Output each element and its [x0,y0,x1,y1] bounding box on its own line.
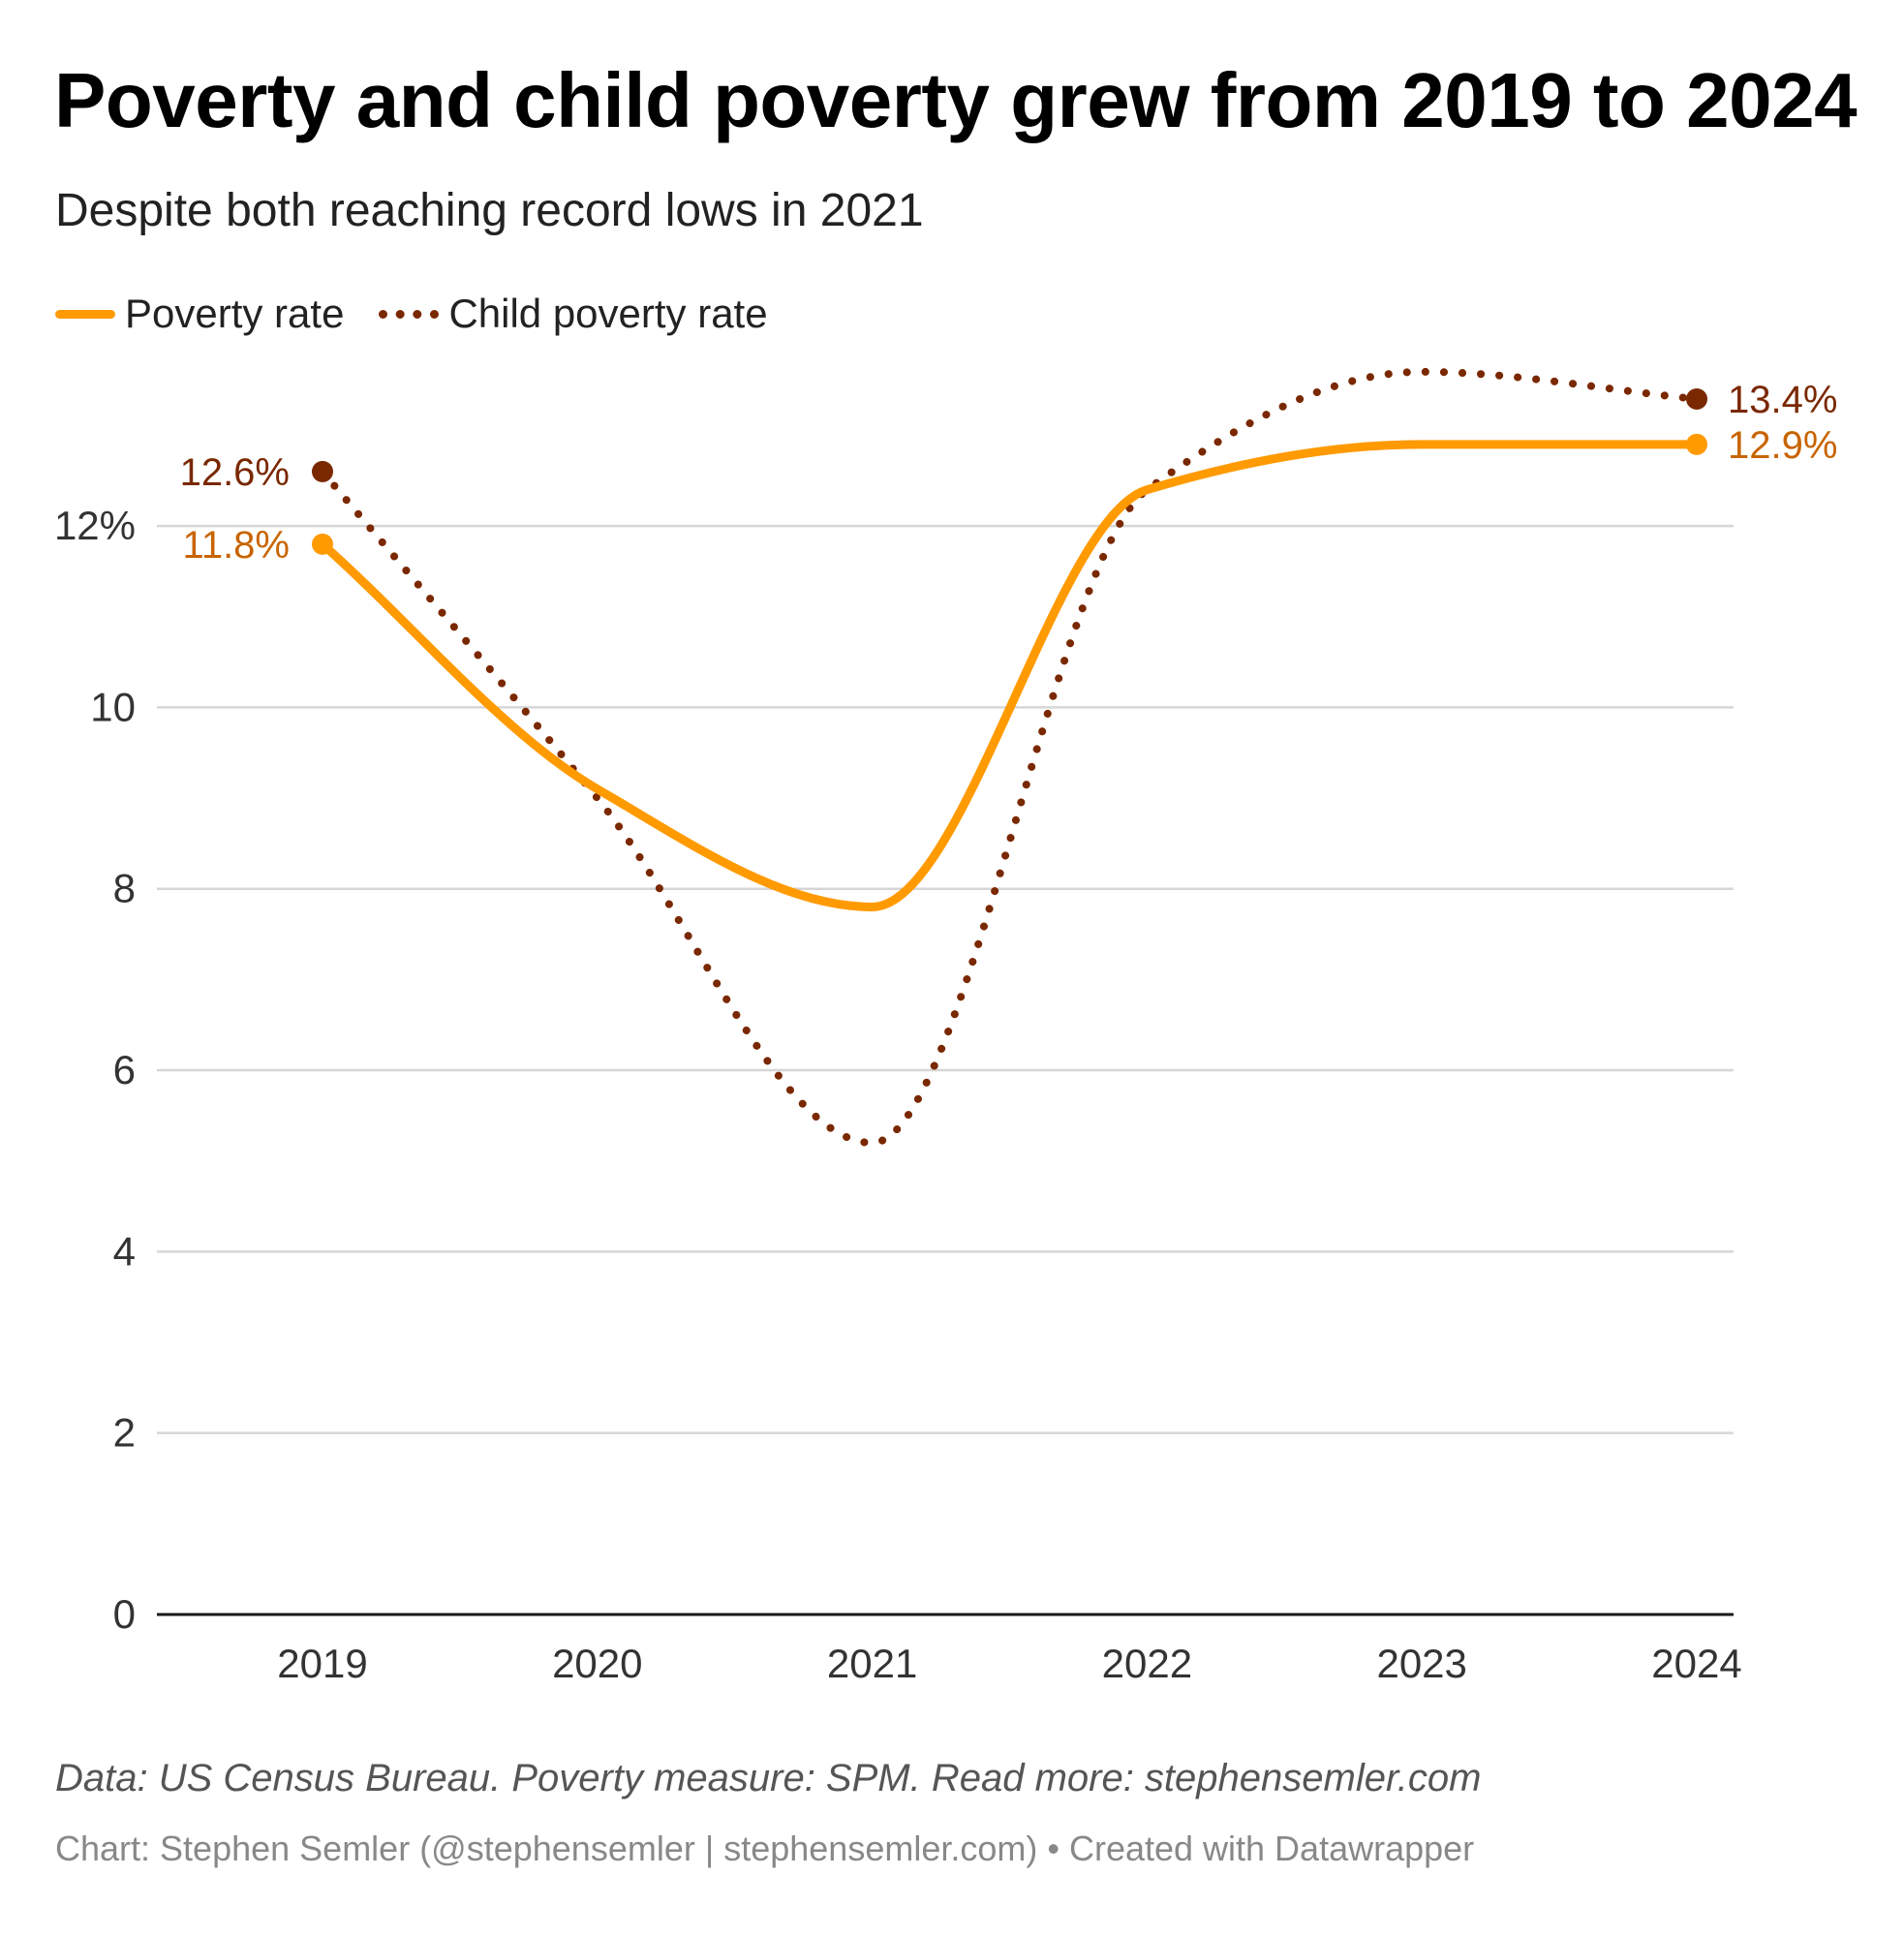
legend: Poverty rate Child poverty rate [55,287,803,341]
series-lines [318,367,1702,1147]
data-label-child-poverty-rate-last: 13.4% [1728,379,1837,421]
chart-subtitle: Despite both reaching record lows in 202… [55,185,924,236]
legend-label-child-poverty-rate: Child poverty rate [448,291,768,336]
data-label-poverty-rate-last: 12.9% [1728,424,1837,467]
x-tick-label: 2023 [1376,1641,1466,1686]
legend-label-poverty-rate: Poverty rate [125,291,345,336]
y-tick-label: 8 [113,866,136,911]
x-tick-label: 2022 [1102,1641,1192,1686]
x-tick-label: 2024 [1651,1641,1741,1686]
y-tick-label: 0 [113,1591,136,1637]
point-child-poverty-rate-first [312,460,333,482]
end-points [312,388,1707,555]
x-tick-label: 2019 [277,1641,367,1686]
point-poverty-rate-last [1686,433,1707,455]
byline: Chart: Stephen Semler (@stephensemler | … [55,1829,1475,1868]
data-label-poverty-rate-first: 11.8% [183,524,290,567]
x-tick-label: 2020 [552,1641,642,1686]
legend-swatch-child-poverty-rate [379,309,440,319]
legend-item-poverty-rate: Poverty rate [55,291,344,337]
x-axis-tick-labels: 2019 2020 2021 2022 2023 2024 [277,1641,1741,1686]
series-line-poverty-rate [318,440,1702,911]
data-label-child-poverty-rate-first: 12.6% [180,451,290,494]
series-line-child-poverty-rate [319,367,1701,1147]
y-tick-label: 2 [113,1410,136,1456]
legend-swatch-poverty-rate [55,309,115,319]
gridlines [157,524,1734,1434]
end-labels: 12.6% 13.4% 11.8% 12.9% [180,379,1838,567]
point-poverty-rate-first [312,533,333,555]
chart-title: Poverty and child poverty grew from 2019… [54,57,1858,143]
x-tick-label: 2021 [827,1641,917,1686]
legend-item-child-poverty-rate: Child poverty rate [379,291,768,337]
y-tick-label: 10 [90,684,136,729]
line-chart: 0 2 4 6 8 10 12% 2019 2020 2021 2022 2023 2024 12.6… [54,367,1838,1686]
y-tick-label: 4 [113,1228,136,1274]
y-tick-label: 6 [113,1047,136,1092]
source-notes: Data: US Census Bureau. Poverty measure:… [55,1757,1482,1799]
y-axis-tick-labels: 0 2 4 6 8 10 12% [54,503,136,1637]
point-child-poverty-rate-last [1686,388,1707,410]
y-tick-label: 12% [54,503,136,548]
